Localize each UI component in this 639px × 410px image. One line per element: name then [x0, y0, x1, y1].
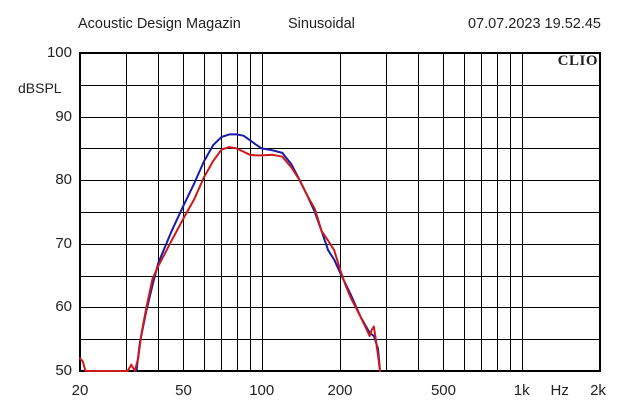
y-tick-label: 50 — [55, 362, 72, 379]
y-tick-label: 60 — [55, 298, 72, 316]
x-tick-label: 200 — [327, 382, 353, 399]
header-timestamp: 07.07.2023 19.52.45 — [467, 16, 601, 32]
header-mode: Sinusoidal — [288, 16, 355, 32]
header-title: Acoustic Design Magazin — [78, 16, 241, 32]
y-tick-label: 80 — [55, 171, 72, 189]
x-unit-label: Hz — [550, 382, 569, 399]
x-tick-label: 20 — [71, 382, 89, 399]
x-tick-label: 500 — [430, 382, 456, 399]
response-curve-1 — [135, 133, 381, 372]
y-tick-label: 100 — [46, 44, 72, 61]
plot-frame — [79, 52, 601, 372]
y-axis-label: dBSPL — [18, 80, 62, 96]
x-tick-label: 50 — [175, 382, 192, 399]
x-tick-label: 1k — [513, 382, 530, 399]
x-tick-label: 2k — [590, 382, 606, 399]
x-tick-label: 100 — [249, 382, 275, 399]
brand-logo: CLIO — [557, 53, 598, 69]
response-curve-2 — [79, 146, 381, 372]
y-tick-label: 70 — [55, 234, 72, 252]
y-tick-label: 90 — [55, 107, 72, 125]
